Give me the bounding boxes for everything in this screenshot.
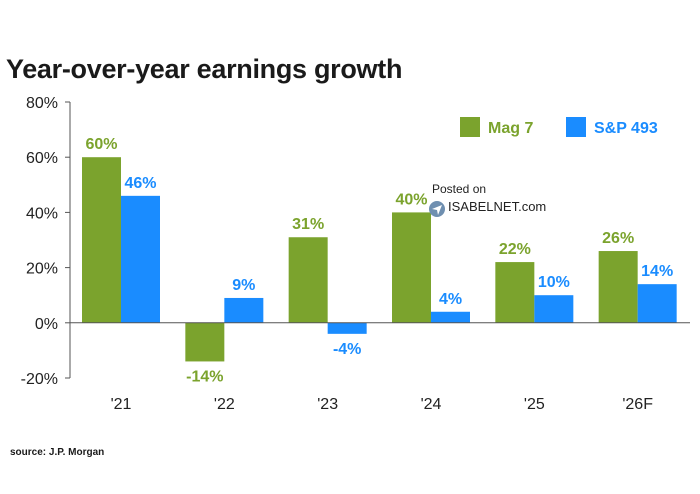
legend-label: Mag 7 [488,120,533,137]
legend-swatch [460,117,480,137]
x-tick-label: '25 [524,396,545,413]
data-label: -14% [186,368,223,385]
watermark-site-text: ISABELNET.com [448,199,547,214]
data-label: 46% [124,175,156,192]
bar [534,295,574,323]
y-tick-label: 60% [26,150,58,167]
bar [392,212,431,323]
y-tick-label: 80% [26,95,58,112]
data-label: 14% [641,263,673,280]
x-tick-label: '22 [214,396,235,413]
legend-label: S&P 493 [594,120,658,137]
x-tick-label: '26F [622,396,653,413]
bar [327,322,367,334]
bar [185,322,225,362]
bar [224,297,264,323]
data-label: 4% [439,291,462,308]
isabelnet-logo-icon [429,201,445,217]
bar [82,157,121,323]
bar [431,311,470,323]
data-label: 22% [499,241,531,258]
data-label: 26% [602,230,634,247]
y-tick-label: -20% [21,371,58,388]
y-tick-label: 40% [26,205,58,222]
x-tick-label: '23 [317,396,338,413]
bar [121,195,160,323]
bar [495,262,535,323]
legend-swatch [566,117,586,137]
bar [288,237,328,323]
y-tick-label: 20% [26,261,58,278]
x-tick-label: '21 [111,396,132,413]
data-label: 40% [395,191,427,208]
data-label: -4% [333,341,361,358]
data-label: 60% [85,136,117,153]
data-label: 9% [232,277,255,294]
watermark-posted-text: Posted on [432,182,487,196]
bar [598,251,638,323]
y-tick-label: 0% [35,316,58,333]
source-note: source: J.P. Morgan [10,447,105,458]
data-label: 31% [292,216,324,233]
chart-title: Year-over-year earnings growth [6,54,403,84]
data-label: 10% [538,274,570,291]
x-tick-label: '24 [421,396,442,413]
bar [637,284,677,323]
